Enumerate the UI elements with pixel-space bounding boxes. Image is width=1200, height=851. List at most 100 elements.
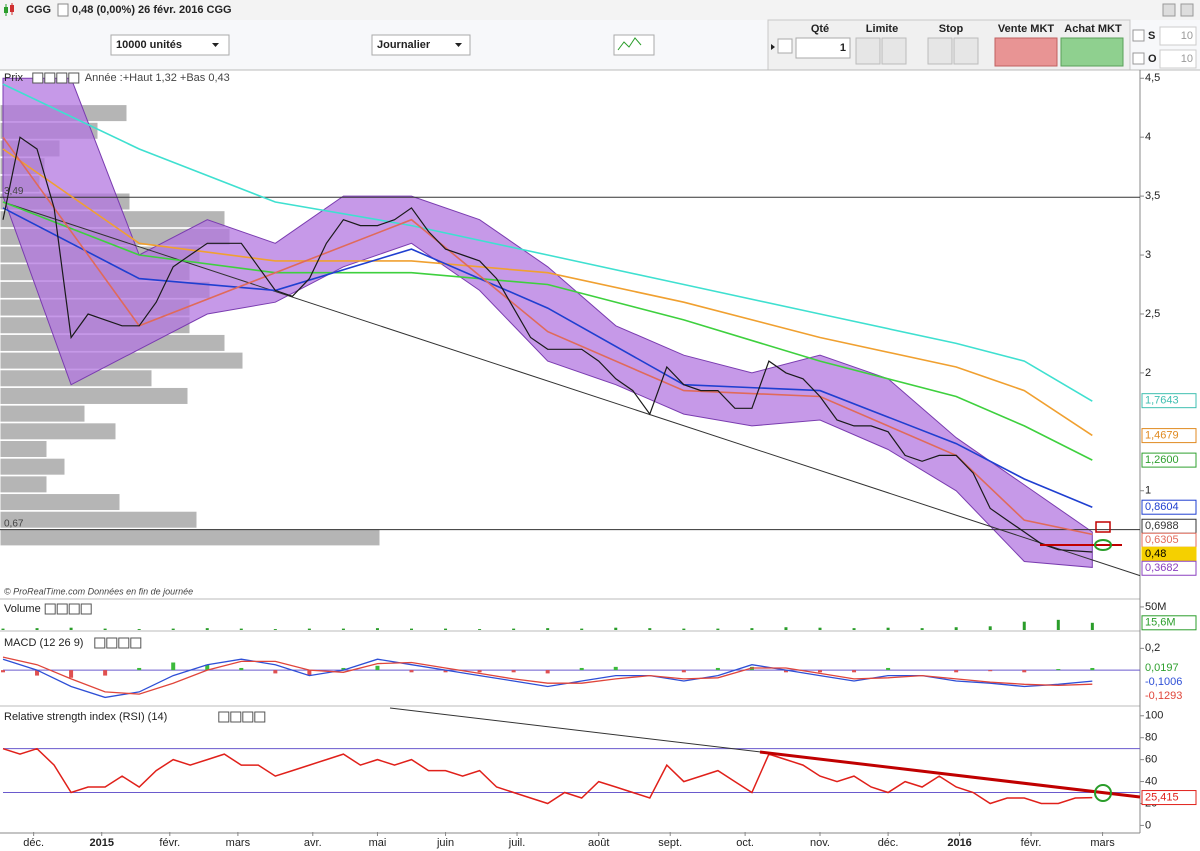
volume-bar — [410, 628, 414, 630]
x-tick-label: juin — [436, 837, 454, 849]
source-note: © ProRealTime.com Données en fin de jour… — [4, 586, 193, 596]
s-input[interactable] — [1159, 26, 1197, 46]
price-marker — [1094, 539, 1112, 551]
value-label: -0,1006 — [1145, 676, 1182, 688]
volume-bar — [239, 628, 243, 630]
histogram-bar — [715, 667, 720, 671]
volume-bar — [307, 628, 311, 630]
value-label: 25,415 — [1145, 791, 1179, 803]
histogram-bar — [341, 667, 346, 671]
y-tick-label: 50M — [1145, 601, 1166, 613]
plots: 3,49 0,67 4,5 4 3,5 3 2,5 2 1 1,7643 1,4679 1,2600 0… — [0, 72, 1197, 849]
value-label: 0,48 — [1145, 548, 1166, 560]
volume-bar — [580, 628, 584, 630]
x-tick-label: févr. — [1021, 837, 1042, 849]
quantity-input[interactable] — [795, 37, 851, 59]
bollinger-band — [2, 77, 1093, 568]
x-tick-label: nov. — [810, 837, 830, 849]
volume-bar — [137, 629, 141, 630]
o-label: O — [1148, 53, 1157, 65]
o-input[interactable] — [1159, 49, 1197, 69]
y-tick-label: 80 — [1145, 732, 1157, 744]
histogram-bar — [579, 667, 584, 671]
value-label: -0,1293 — [1145, 690, 1182, 702]
limit-sell-button[interactable] — [855, 37, 881, 65]
volume-bar — [682, 628, 686, 630]
rsi-marker — [1094, 784, 1112, 802]
panel-icon — [118, 637, 130, 649]
chart-style-button[interactable] — [613, 34, 655, 56]
value-label-box — [1141, 499, 1197, 515]
panel-icon — [80, 603, 92, 615]
quantity-select[interactable] — [110, 34, 230, 56]
info-button[interactable] — [57, 3, 69, 17]
value-label: 0,6988 — [1145, 520, 1179, 532]
s-value: 10 — [1181, 30, 1193, 42]
x-tick-label: 2015 — [89, 837, 113, 849]
histogram-bar — [818, 670, 823, 673]
panel-arrow[interactable] — [771, 44, 775, 50]
y-tick-label: 2 — [1145, 367, 1151, 379]
period-select-text: Journalier — [377, 39, 431, 51]
panel-icon — [68, 603, 80, 615]
panel-icon — [230, 711, 242, 723]
checkbox[interactable] — [1132, 52, 1145, 65]
stop-sell-button[interactable] — [927, 37, 953, 65]
panel-icon — [254, 711, 266, 723]
column-header: Stop — [939, 23, 964, 35]
value-label: 0,6305 — [1145, 534, 1179, 546]
volume-bar — [886, 627, 890, 630]
histogram-bar — [477, 670, 482, 673]
y-tick-label: 2,5 — [1145, 308, 1160, 320]
moving-average — [2, 83, 1093, 402]
price-line — [2, 136, 1093, 553]
window-button[interactable] — [1180, 3, 1194, 17]
panel-icon — [56, 603, 68, 615]
histogram-bar — [545, 670, 550, 674]
moving-average — [2, 201, 1093, 461]
buy-market-button[interactable] — [1060, 37, 1124, 67]
horizontal-line-label: 0,67 — [4, 518, 24, 529]
value-label-box — [1141, 428, 1197, 444]
x-tick-label: déc. — [878, 837, 899, 849]
moving-average — [2, 136, 1093, 536]
volume-bar — [716, 628, 720, 630]
period-select[interactable] — [371, 34, 471, 56]
x-tick-label: août — [588, 837, 609, 849]
x-tick-label: avr. — [304, 837, 322, 849]
panel-icon — [106, 637, 118, 649]
volume-bar — [614, 627, 618, 630]
window-button[interactable] — [1162, 3, 1176, 17]
volume-bar — [69, 627, 73, 630]
histogram-bar — [954, 670, 959, 673]
chart-style-icon — [617, 37, 642, 51]
x-tick-label: oct. — [736, 837, 754, 849]
volume-profile-bar — [0, 493, 121, 512]
volume-bar — [818, 627, 822, 630]
value-label-box — [1141, 560, 1197, 576]
volume-profile-bar — [0, 386, 189, 405]
volume-bar — [784, 627, 788, 630]
x-tick-label: mai — [369, 837, 387, 849]
title-bar — [0, 0, 1200, 20]
panel-title: Prix — [4, 72, 23, 84]
quote: 0,48 (0,00%) 26 févr. 2016 CGG — [72, 4, 232, 16]
limit-buy-button[interactable] — [881, 37, 907, 65]
y-tick-label: 60 — [1145, 754, 1157, 766]
dropdown-arrow — [455, 43, 462, 47]
volume-bar — [1090, 622, 1094, 630]
settings-button[interactable] — [777, 38, 793, 54]
panel-title: Relative strength index (RSI) (14) — [4, 711, 167, 723]
y-tick-label: 3,5 — [1145, 190, 1160, 202]
value-label: 1,2600 — [1145, 454, 1179, 466]
checkbox[interactable] — [1132, 29, 1145, 42]
sell-market-button[interactable] — [994, 37, 1058, 67]
histogram-bar — [613, 666, 618, 671]
column-header: Limite — [866, 23, 898, 35]
value-label: 1,7643 — [1145, 395, 1179, 407]
volume-profile-bar — [0, 457, 66, 476]
histogram-bar — [239, 667, 244, 671]
column-header: Achat MKT — [1064, 23, 1122, 35]
stop-buy-button[interactable] — [953, 37, 979, 65]
